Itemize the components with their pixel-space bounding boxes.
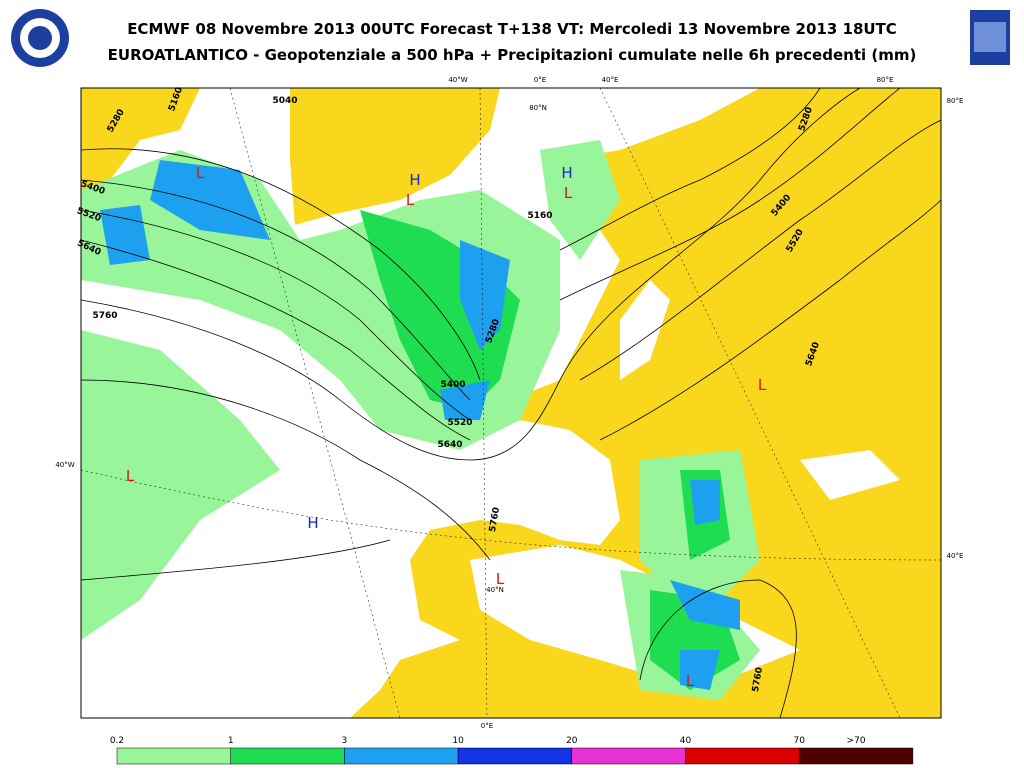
contour-label: 5760: [488, 506, 502, 532]
pressure-center: L: [126, 467, 135, 485]
legend-swatch: [685, 747, 800, 765]
grid-label: 0°E: [534, 76, 546, 84]
legend-label: 0.2: [110, 736, 124, 746]
map: [80, 87, 942, 719]
map-frame: [80, 87, 942, 719]
contour-label: 5760: [751, 666, 765, 692]
legend-swatch: [457, 747, 573, 765]
grid-label: 40°W: [448, 76, 467, 84]
pressure-center: L: [686, 672, 695, 690]
contour-label: 5400: [440, 380, 465, 390]
logo-right: [970, 10, 1010, 65]
contours: [81, 88, 941, 718]
graticule: [81, 88, 941, 718]
pressure-center: H: [409, 171, 420, 189]
legend-label: 3: [342, 736, 348, 746]
grid-label: 40°W: [55, 461, 74, 469]
logo-left: [11, 9, 69, 67]
subtitle: EUROATLANTICO - Geopotenziale a 500 hPa …: [108, 46, 917, 64]
legend-swatch: [571, 747, 686, 765]
grid-label: 0°E: [481, 722, 493, 730]
pressure-center: L: [564, 184, 573, 202]
legend-swatch: [230, 747, 345, 765]
pressure-center: H: [307, 514, 318, 532]
grid-label: 40°N: [486, 586, 504, 594]
grid-label: 80°N: [529, 104, 547, 112]
contour-label: 5760: [92, 311, 117, 321]
legend-label: 20: [566, 736, 578, 746]
pressure-center: L: [196, 164, 205, 182]
contour-label: 5640: [437, 440, 462, 450]
legend-label: >70: [847, 736, 866, 746]
legend: 0.2 1 3 10 20 40 70 >70: [110, 736, 914, 765]
grid-label: 80°E: [947, 97, 964, 105]
legend-swatch: [116, 747, 231, 765]
legend-label: 40: [680, 736, 692, 746]
legend-swatch: [344, 747, 459, 765]
title: ECMWF 08 Novembre 2013 00UTC Forecast T+…: [127, 20, 897, 38]
grid-label: 40°E: [947, 552, 964, 560]
contour-label: 5160: [527, 211, 552, 221]
precip-heavy: [100, 160, 740, 690]
contour-label: 5520: [447, 418, 472, 428]
grid-label: 40°E: [602, 76, 619, 84]
pressure-center: L: [758, 376, 767, 394]
grid-label: 80°E: [877, 76, 894, 84]
pressure-center: L: [496, 570, 505, 588]
legend-label: 10: [452, 736, 464, 746]
contour-label: 5040: [272, 96, 297, 106]
legend-label: 70: [793, 736, 805, 746]
pressure-center: H: [561, 164, 572, 182]
legend-label: 1: [228, 736, 234, 746]
legend-swatch: [798, 747, 914, 765]
pressure-center: L: [406, 191, 415, 209]
